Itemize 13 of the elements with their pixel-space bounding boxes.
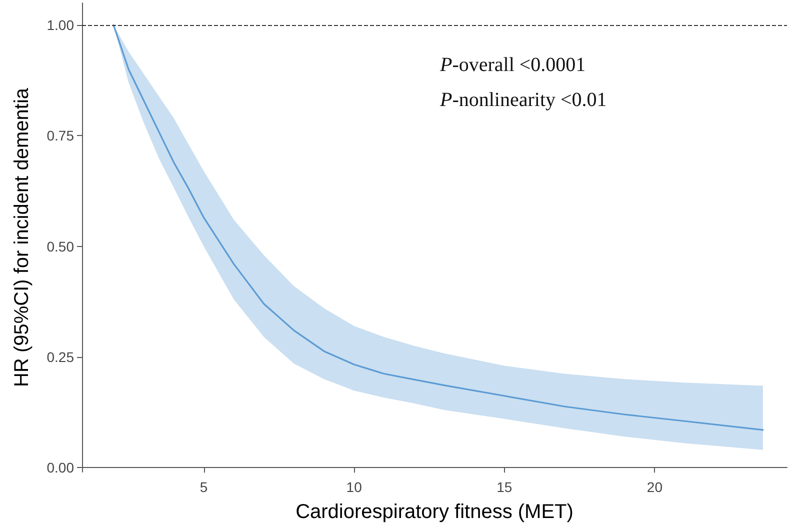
y-tick-label: 0.00 xyxy=(46,460,74,476)
annotation: P-overall <0.0001 xyxy=(439,54,586,76)
x-tick-label: 10 xyxy=(346,479,362,495)
y-tick-label: 0.75 xyxy=(46,128,74,144)
x-tick-label: 15 xyxy=(496,479,512,495)
x-tick-label: 20 xyxy=(646,479,663,495)
x-axis-title: Cardiorespiratory fitness (MET) xyxy=(296,501,574,523)
y-axis-title: HR (95%CI) for incident dementia xyxy=(11,87,33,388)
y-tick-label: 0.50 xyxy=(46,238,74,254)
x-tick-label: 5 xyxy=(200,479,208,495)
y-tick-label: 0.25 xyxy=(46,348,74,365)
y-tick-label: 1.00 xyxy=(46,17,74,34)
annotation: P-nonlinearity <0.01 xyxy=(439,89,607,111)
